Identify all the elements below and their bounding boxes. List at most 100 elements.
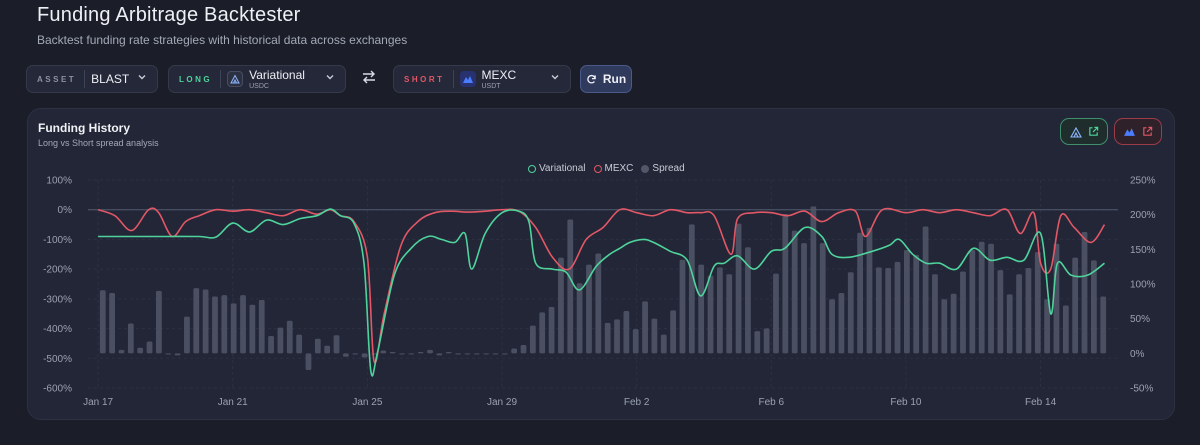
y-right-tick-label: 250% bbox=[1130, 176, 1156, 187]
spread-bar bbox=[651, 318, 658, 354]
spread-bar bbox=[670, 310, 677, 354]
y-left-tick-label: -100% bbox=[43, 235, 72, 246]
short-exchange-select[interactable]: SHORT MEXC USDT bbox=[393, 65, 571, 93]
mexc-logo-icon bbox=[459, 71, 476, 87]
spread-bar bbox=[184, 316, 190, 354]
refresh-icon bbox=[586, 74, 597, 85]
spread-bar bbox=[1072, 257, 1079, 354]
chevron-down-icon bbox=[550, 72, 560, 85]
spread-bar bbox=[118, 349, 125, 354]
spread-bar bbox=[399, 353, 405, 355]
x-tick-label: Feb 10 bbox=[890, 397, 922, 408]
spread-bar bbox=[109, 293, 116, 354]
spread-bar bbox=[745, 247, 751, 354]
spread-bar bbox=[773, 273, 779, 354]
run-button[interactable]: Run bbox=[580, 65, 632, 93]
y-left-tick-label: -500% bbox=[43, 354, 72, 365]
spread-bar bbox=[726, 274, 733, 354]
spread-bar bbox=[1081, 232, 1088, 354]
asset-select[interactable]: ASSET BLAST bbox=[26, 65, 158, 93]
spread-bar bbox=[941, 299, 948, 354]
open-mexc-button[interactable] bbox=[1114, 118, 1162, 145]
short-divider bbox=[452, 70, 454, 88]
spread-bar bbox=[193, 288, 200, 354]
y-left-tick-label: 0% bbox=[58, 205, 73, 216]
short-exchange-name: MEXC bbox=[481, 67, 517, 82]
x-tick-label: Feb 2 bbox=[624, 397, 650, 408]
y-left-tick-label: -200% bbox=[43, 265, 72, 276]
spread-bar bbox=[249, 304, 256, 354]
asset-tag: ASSET bbox=[37, 74, 77, 84]
spread-bar bbox=[137, 347, 144, 354]
y-left-tick-label: -400% bbox=[43, 324, 72, 335]
spread-bar bbox=[660, 334, 667, 354]
spread-bar bbox=[473, 353, 480, 355]
spread-bar bbox=[268, 336, 274, 354]
spread-bar bbox=[202, 289, 209, 354]
spread-bar bbox=[408, 353, 415, 355]
legend-item-spread[interactable]: Spread bbox=[641, 163, 685, 174]
chevron-down-icon bbox=[325, 72, 335, 85]
page-title: Funding Arbitrage Backtester bbox=[37, 4, 301, 26]
external-link-icon bbox=[1143, 126, 1153, 136]
legend-item-variational[interactable]: Variational bbox=[528, 163, 586, 174]
spread-bar bbox=[1006, 294, 1013, 354]
variational-line bbox=[98, 208, 1105, 377]
spread-bar bbox=[333, 335, 340, 354]
spread-bar bbox=[389, 351, 396, 354]
open-variational-button[interactable] bbox=[1060, 118, 1108, 145]
legend-item-mexc[interactable]: MEXC bbox=[593, 163, 634, 174]
spread-bar bbox=[894, 261, 901, 354]
variational-logo-icon bbox=[227, 71, 244, 87]
panel-subtitle: Long vs Short spread analysis bbox=[38, 138, 159, 148]
y-left-tick-label: -600% bbox=[43, 384, 72, 395]
spread-bar bbox=[866, 227, 873, 354]
swap-exchanges-icon[interactable] bbox=[360, 69, 378, 87]
y-left-tick-label: -300% bbox=[43, 294, 72, 305]
spread-bar bbox=[950, 293, 957, 354]
spread-bar bbox=[455, 353, 461, 355]
spread-bar bbox=[988, 243, 994, 354]
variational-logo-icon bbox=[1069, 126, 1082, 138]
spread-bar bbox=[1016, 274, 1022, 354]
spread-bar bbox=[127, 323, 134, 354]
spread-bar bbox=[501, 353, 508, 355]
spread-bar bbox=[810, 206, 817, 354]
long-divider bbox=[220, 70, 222, 88]
spread-bar bbox=[464, 353, 471, 355]
spread-bar bbox=[155, 290, 162, 354]
spread-bar bbox=[875, 267, 882, 354]
spread-bar bbox=[1034, 252, 1041, 354]
spread-bar bbox=[819, 243, 826, 354]
long-exchange-select[interactable]: LONG Variational USDC bbox=[168, 65, 346, 93]
spread-bar bbox=[903, 250, 910, 354]
spread-bar bbox=[604, 322, 611, 354]
spread-bar bbox=[221, 295, 228, 354]
spread-bar bbox=[913, 254, 920, 354]
spread-bar bbox=[520, 345, 527, 354]
y-right-tick-label: 50% bbox=[1130, 314, 1150, 325]
spread-bar bbox=[240, 295, 246, 354]
spread-bar bbox=[679, 259, 686, 354]
spread-bar bbox=[558, 257, 564, 354]
spread-bar bbox=[801, 243, 807, 354]
spread-bar bbox=[314, 338, 321, 354]
spread-bar bbox=[707, 275, 714, 354]
legend-label-mexc: MEXC bbox=[604, 163, 634, 174]
spread-bar bbox=[1053, 243, 1060, 354]
y-right-tick-label: 0% bbox=[1130, 349, 1145, 360]
legend-label-variational: Variational bbox=[539, 163, 586, 174]
spread-bar bbox=[258, 299, 265, 354]
spread-bar bbox=[417, 351, 424, 354]
spread-bar bbox=[847, 272, 854, 354]
spread-bar bbox=[380, 350, 387, 354]
spread-bar bbox=[212, 296, 218, 354]
spread-bar bbox=[548, 306, 555, 354]
panel-title: Funding History bbox=[38, 121, 130, 135]
asset-divider bbox=[84, 70, 86, 88]
external-link-icon bbox=[1088, 126, 1098, 136]
spread-bar bbox=[436, 353, 443, 356]
spread-bar bbox=[688, 224, 695, 354]
spread-bar bbox=[698, 264, 705, 354]
short-exchange-quote: USDT bbox=[481, 82, 501, 90]
